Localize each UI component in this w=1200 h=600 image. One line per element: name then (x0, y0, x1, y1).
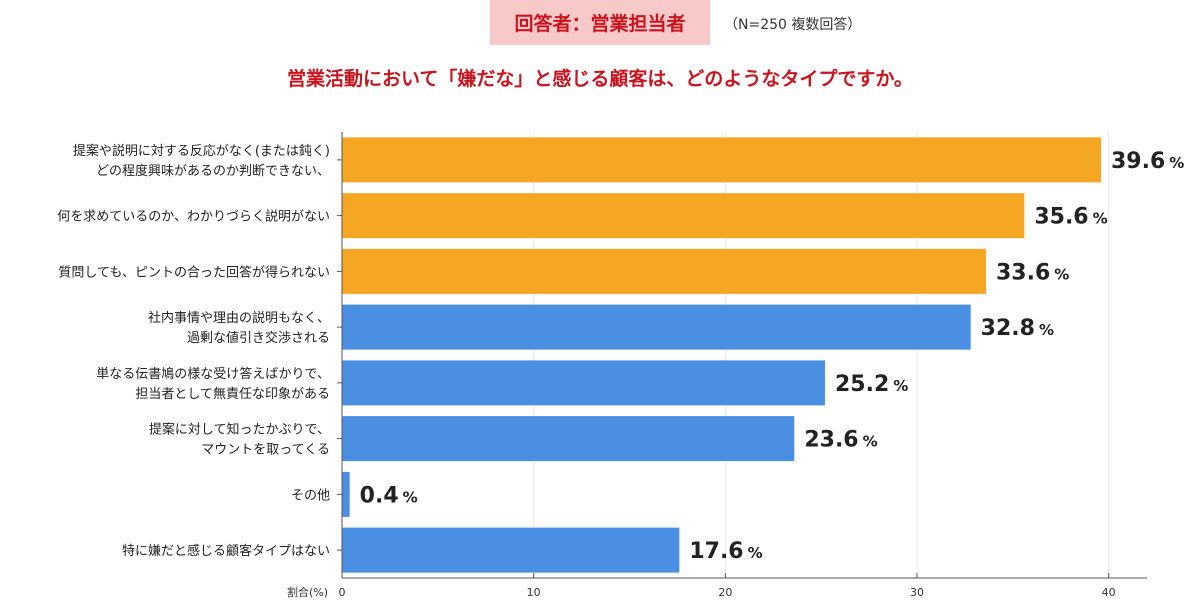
value-unit-6: % (863, 433, 878, 451)
bar-7 (342, 471, 350, 517)
respondent-badge: 回答者：営業担当者 (490, 0, 710, 45)
value-label-8: 17.6% (689, 539, 762, 564)
value-label-2: 35.6% (1034, 205, 1107, 230)
value-unit-2: % (1093, 210, 1108, 228)
value-label-5: 25.2% (835, 372, 908, 397)
category-label-8: 特に嫌だと感じる顧客タイプはない (122, 543, 330, 559)
value-unit-7: % (403, 488, 418, 506)
x-tick-label-20: 20 (718, 586, 732, 599)
bar-6 (342, 416, 795, 462)
category-label-4-line-1: 社内事情や理由の説明もなく、 (148, 310, 330, 326)
value-unit-4: % (1039, 321, 1054, 339)
category-label-5-line-1: 単なる伝書鳩の様な受け答えばかりで、 (96, 366, 330, 382)
category-label-5-line-2: 担当者として無責任な印象がある (135, 387, 330, 402)
x-tick-label-10: 10 (527, 586, 541, 599)
value-unit-3: % (1054, 265, 1069, 283)
value-label-6: 23.6% (804, 428, 877, 453)
x-tick-label-0: 0 (339, 586, 346, 599)
value-label-7: 0.4% (360, 483, 418, 508)
x-tick-label-40: 40 (1102, 586, 1116, 599)
value-label-4: 32.8% (981, 316, 1054, 341)
x-axis-title: 割合(%) (287, 585, 328, 599)
value-label-3: 33.6% (996, 260, 1069, 285)
category-label-2: 何を求めているのか、わかりづらく説明がない (57, 209, 330, 225)
bar-5 (342, 360, 825, 406)
bar-8 (342, 527, 680, 573)
bar-4 (342, 304, 971, 350)
value-unit-5: % (893, 377, 908, 395)
bar-2 (342, 193, 1025, 239)
category-label-1-line-2: どの程度興味があるのか判断できない、 (96, 163, 330, 179)
category-label-7: その他 (291, 488, 330, 503)
value-label-1: 39.6% (1111, 149, 1184, 174)
value-unit-8: % (748, 544, 763, 562)
bar-1 (342, 137, 1101, 183)
sample-note: （N=250 複数回答） (724, 17, 862, 33)
category-label-4-line-2: 過剰な値引き交渉される (187, 330, 330, 346)
bar-3 (342, 248, 986, 294)
category-label-6-line-2: マウントを取ってくる (201, 443, 330, 458)
category-label-3: 質問しても、ピントの合った回答が得られない (58, 264, 330, 280)
category-label-6-line-1: 提案に対して知ったかぶりで、 (149, 422, 330, 438)
value-unit-1: % (1169, 154, 1184, 172)
x-tick-label-30: 30 (910, 586, 924, 599)
chart-title: 営業活動において「嫌だな」と感じる顧客は、どのようなタイプですか。 (286, 68, 914, 90)
category-label-1-line-1: 提案や説明に対する反応がなく(または鈍く) (73, 143, 330, 159)
